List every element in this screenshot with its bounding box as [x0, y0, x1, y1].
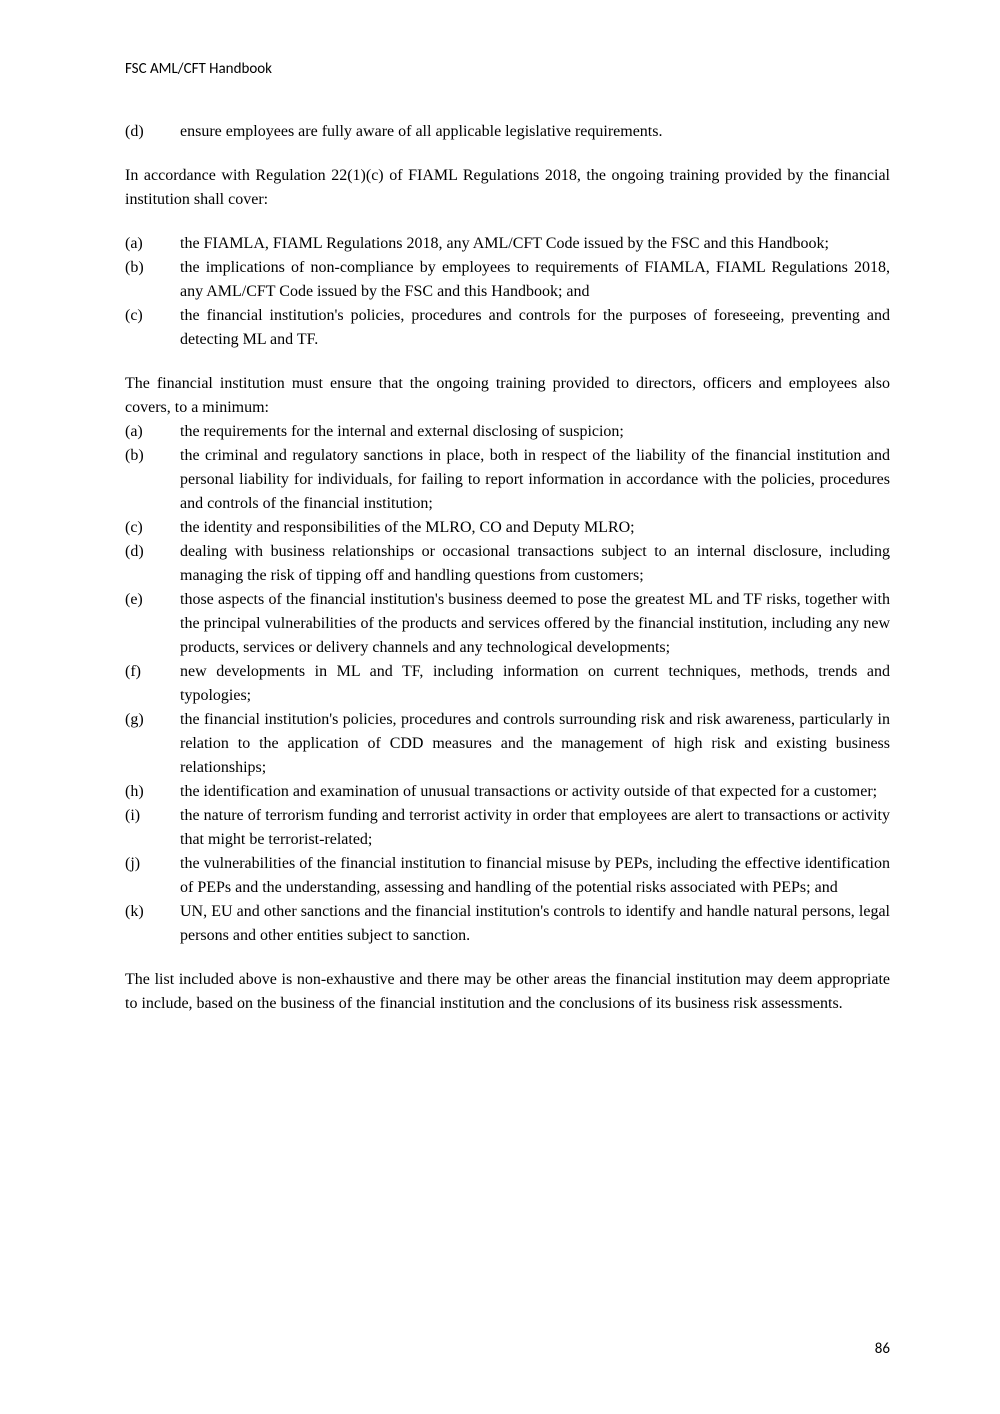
- list-content: the financial institution's policies, pr…: [180, 304, 890, 352]
- list-label: (g): [125, 708, 180, 780]
- list-content: ensure employees are fully aware of all …: [180, 120, 890, 144]
- list-label: (f): [125, 660, 180, 708]
- list-item: (b) the implications of non-compliance b…: [125, 256, 890, 304]
- list-content: the nature of terrorism funding and terr…: [180, 804, 890, 852]
- list-item: (b) the criminal and regulatory sanction…: [125, 444, 890, 516]
- list-label: (e): [125, 588, 180, 660]
- list-label: (h): [125, 780, 180, 804]
- list-label: (c): [125, 304, 180, 352]
- list-content: the implications of non-compliance by em…: [180, 256, 890, 304]
- list-item: (a) the FIAMLA, FIAML Regulations 2018, …: [125, 232, 890, 256]
- list-label: (a): [125, 232, 180, 256]
- list-item: (c) the identity and responsibilities of…: [125, 516, 890, 540]
- paragraph: In accordance with Regulation 22(1)(c) o…: [125, 164, 890, 212]
- list-content: the vulnerabilities of the financial ins…: [180, 852, 890, 900]
- list-content: new developments in ML and TF, including…: [180, 660, 890, 708]
- list-content: the FIAMLA, FIAML Regulations 2018, any …: [180, 232, 890, 256]
- list-content: the identity and responsibilities of the…: [180, 516, 890, 540]
- list-label: (a): [125, 420, 180, 444]
- list-label: (b): [125, 444, 180, 516]
- list-content: the requirements for the internal and ex…: [180, 420, 890, 444]
- list-label: (d): [125, 120, 180, 144]
- list-item: (f) new developments in ML and TF, inclu…: [125, 660, 890, 708]
- page-number: 86: [875, 1340, 890, 1358]
- paragraph: The financial institution must ensure th…: [125, 372, 890, 420]
- list-label: (b): [125, 256, 180, 304]
- list-label: (k): [125, 900, 180, 948]
- list-label: (i): [125, 804, 180, 852]
- list-content: the identification and examination of un…: [180, 780, 890, 804]
- body-text: (d) ensure employees are fully aware of …: [125, 120, 890, 1016]
- list-content: dealing with business relationships or o…: [180, 540, 890, 588]
- page-content: FSC AML/CFT Handbook (d) ensure employee…: [0, 0, 1000, 1076]
- list-item: (a) the requirements for the internal an…: [125, 420, 890, 444]
- list-item: (j) the vulnerabilities of the financial…: [125, 852, 890, 900]
- paragraph: The list included above is non-exhaustiv…: [125, 968, 890, 1016]
- list-content: UN, EU and other sanctions and the finan…: [180, 900, 890, 948]
- list-item: (i) the nature of terrorism funding and …: [125, 804, 890, 852]
- list-label: (d): [125, 540, 180, 588]
- list-label: (c): [125, 516, 180, 540]
- list-label: (j): [125, 852, 180, 900]
- list-item: (g) the financial institution's policies…: [125, 708, 890, 780]
- list-content: the financial institution's policies, pr…: [180, 708, 890, 780]
- list-item: (k) UN, EU and other sanctions and the f…: [125, 900, 890, 948]
- list-item: (c) the financial institution's policies…: [125, 304, 890, 352]
- list-content: those aspects of the financial instituti…: [180, 588, 890, 660]
- page-header: FSC AML/CFT Handbook: [125, 60, 890, 78]
- list-item: (d) dealing with business relationships …: [125, 540, 890, 588]
- list-content: the criminal and regulatory sanctions in…: [180, 444, 890, 516]
- list-item: (e) those aspects of the financial insti…: [125, 588, 890, 660]
- list-item: (h) the identification and examination o…: [125, 780, 890, 804]
- list-item: (d) ensure employees are fully aware of …: [125, 120, 890, 144]
